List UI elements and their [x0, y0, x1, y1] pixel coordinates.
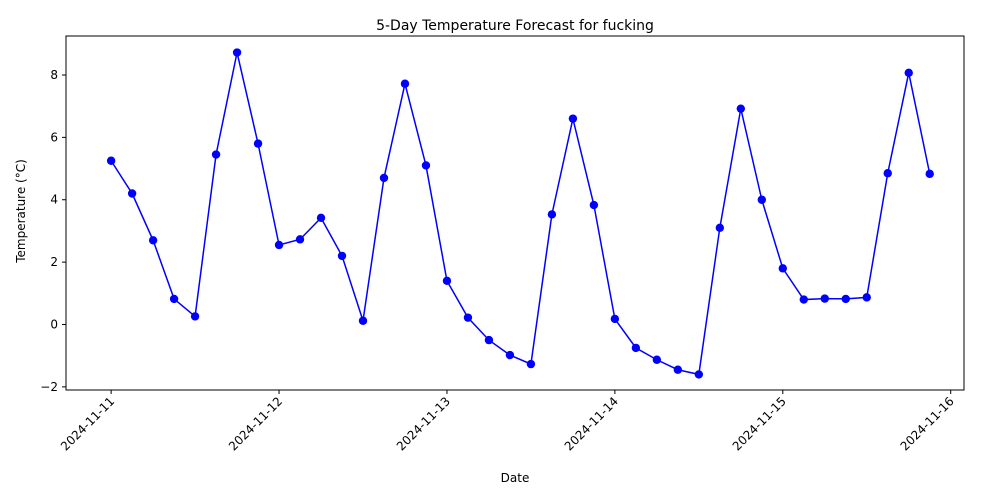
data-point	[925, 169, 934, 179]
plot-area	[65, 35, 965, 391]
data-point	[652, 355, 662, 364]
data-point	[547, 210, 557, 219]
y-tick-label: 0	[50, 318, 58, 332]
chart-title: 5-Day Temperature Forecast for fucking	[376, 18, 654, 34]
data-point	[295, 235, 305, 244]
data-point	[148, 236, 158, 245]
data-point	[757, 195, 766, 204]
data-point	[421, 161, 431, 170]
data-point	[400, 79, 410, 88]
x-axis-label: Date	[501, 471, 530, 485]
data-point	[505, 350, 515, 360]
y-axis-label: Temperature (°C)	[14, 159, 28, 264]
data-point	[337, 251, 347, 261]
series-layer	[106, 48, 934, 379]
y-tick-label: 2	[50, 255, 58, 269]
y-axis: −2 0 2 4 6 8	[40, 68, 66, 394]
data-point	[127, 189, 137, 198]
y-tick-label: −2	[40, 380, 58, 394]
data-point	[316, 213, 326, 223]
data-point	[484, 335, 494, 345]
data-point	[232, 48, 242, 57]
data-point	[526, 359, 536, 369]
data-point	[631, 343, 641, 353]
y-tick-label: 6	[50, 130, 58, 144]
y-tick-label: 4	[50, 193, 58, 207]
data-point	[274, 240, 284, 250]
data-point	[589, 200, 599, 210]
series-line	[110, 52, 931, 376]
data-point	[211, 150, 221, 159]
data-point	[841, 294, 850, 304]
data-point	[883, 169, 892, 178]
data-point	[442, 276, 452, 286]
data-point	[358, 316, 368, 325]
data-point	[778, 264, 787, 273]
data-point	[736, 104, 746, 113]
data-point	[820, 294, 829, 303]
data-point	[715, 223, 725, 233]
data-point	[379, 173, 389, 183]
y-tick-label: 8	[50, 68, 58, 82]
data-point	[610, 314, 620, 324]
data-point	[169, 294, 179, 304]
data-point	[190, 312, 200, 321]
plot-frame	[65, 35, 965, 391]
data-point	[694, 370, 704, 379]
data-point	[904, 68, 913, 78]
data-point	[673, 365, 683, 374]
data-point	[799, 295, 808, 304]
data-point	[463, 313, 473, 322]
data-point	[862, 293, 871, 302]
data-point	[568, 114, 578, 123]
data-point	[106, 156, 116, 165]
data-point	[253, 139, 263, 148]
